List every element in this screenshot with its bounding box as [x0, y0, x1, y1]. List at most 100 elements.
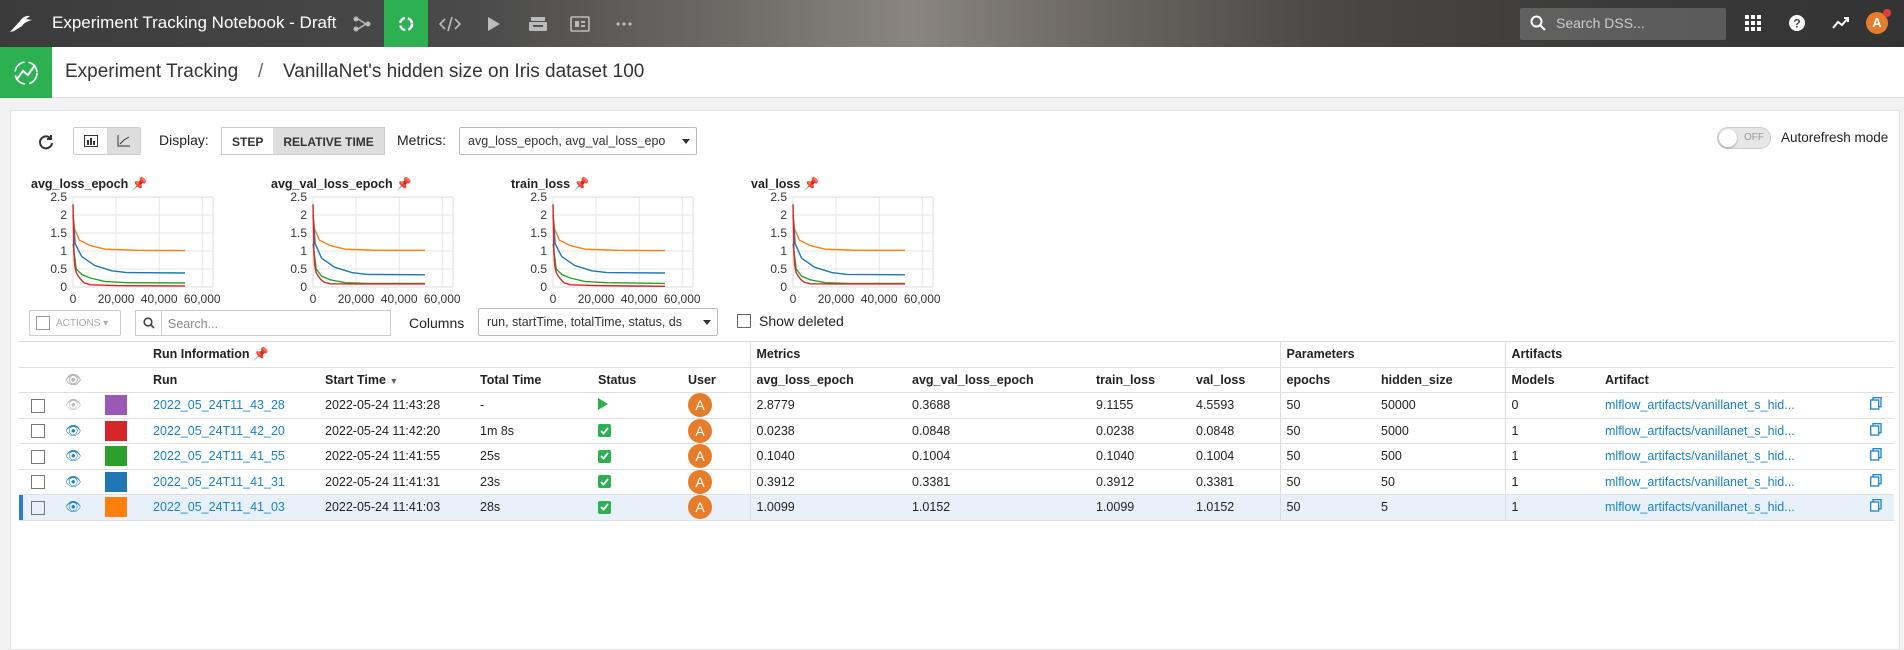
visibility-eye-icon[interactable]: 👁 [65, 422, 82, 438]
copy-icon[interactable] [1870, 422, 1882, 439]
artifact-link[interactable]: mlflow_artifacts/vanillanet_s_hid... [1605, 449, 1795, 464]
table-row[interactable]: 👁 2022_05_24T11_41_03 2022-05-24 11:41:03 2… [19, 494, 1894, 521]
user-avatar[interactable]: A [688, 495, 712, 520]
chart-view-button[interactable] [107, 128, 140, 154]
artifact-link[interactable]: mlflow_artifacts/vanillanet_s_hid... [1605, 398, 1795, 413]
columns-select[interactable]: run, startTime, totalTime, status, ds [478, 308, 718, 336]
run-color-swatch[interactable] [105, 446, 127, 467]
col-train-loss[interactable]: train_loss [1090, 367, 1190, 393]
show-deleted-checkbox[interactable]: Show deleted [737, 313, 844, 329]
datasets-icon[interactable] [516, 0, 560, 47]
col-total-time[interactable]: Total Time [474, 367, 592, 393]
col-user[interactable]: User [682, 367, 750, 393]
visibility-eye-icon[interactable]: 👁 [65, 473, 82, 489]
pin-icon[interactable]: 📌 [803, 177, 820, 191]
table-row[interactable]: 👁 2022_05_24T11_43_28 2022-05-24 11:43:28-… [19, 392, 1894, 419]
actions-dropdown[interactable]: ACTIONS ▾ [29, 310, 121, 336]
run-link[interactable]: 2022_05_24T11_43_28 [153, 398, 285, 413]
metrics-select[interactable]: avg_loss_epoch, avg_val_loss_epo [459, 127, 697, 155]
copy-icon[interactable] [1870, 473, 1882, 490]
col-hidden-size[interactable]: hidden_size [1375, 367, 1505, 393]
col-avg-loss-epoch[interactable]: avg_loss_epoch [749, 367, 906, 393]
dashboard-icon[interactable] [558, 0, 602, 47]
group-run-information: Run Information 📌 [147, 341, 750, 368]
run-link[interactable]: 2022_05_24T11_41_03 [153, 500, 285, 515]
visibility-eye-icon[interactable]: 👁 [65, 448, 82, 464]
row-checkbox[interactable] [31, 398, 45, 413]
table-row[interactable]: 👁 2022_05_24T11_41_31 2022-05-24 11:41:31 2… [19, 469, 1894, 495]
display-step-button[interactable]: STEP [232, 135, 264, 149]
row-checkbox[interactable] [31, 449, 45, 464]
metric-cell: 0.1004 [906, 443, 1090, 470]
run-link[interactable]: 2022_05_24T11_42_20 [153, 423, 285, 438]
copy-icon[interactable] [1870, 448, 1882, 464]
y-tick-label: 2 [780, 208, 787, 222]
col-epochs[interactable]: epochs [1279, 367, 1375, 393]
run-link[interactable]: 2022_05_24T11_41_31 [153, 474, 285, 489]
table-row[interactable]: 👁 2022_05_24T11_42_20 2022-05-24 11:42:20 1… [19, 418, 1894, 444]
activity-trend-icon[interactable] [1830, 12, 1852, 34]
pin-icon[interactable]: 📌 [131, 177, 148, 191]
plot-frame [792, 196, 934, 288]
run-icon[interactable] [472, 0, 516, 47]
more-icon[interactable] [602, 0, 646, 47]
breadcrumb-section[interactable]: Experiment Tracking [65, 61, 239, 82]
copy-icon[interactable] [1870, 499, 1882, 515]
lab-cycle-icon[interactable] [384, 0, 428, 47]
pin-icon[interactable]: 📌 [253, 346, 269, 361]
col-models[interactable]: Models [1504, 367, 1599, 393]
help-icon[interactable]: ? [1786, 12, 1808, 34]
col-status[interactable]: Status [592, 367, 682, 393]
run-color-swatch[interactable] [105, 497, 127, 518]
x-tick-label: 0 [790, 292, 797, 306]
experiment-tracking-icon[interactable] [0, 47, 52, 98]
visibility-eye-icon[interactable]: 👁 [65, 499, 82, 515]
user-avatar[interactable]: A [688, 393, 712, 418]
flow-icon[interactable] [340, 0, 384, 47]
artifact-link[interactable]: mlflow_artifacts/vanillanet_s_hid... [1605, 423, 1795, 438]
user-avatar[interactable]: A [688, 418, 712, 443]
autorefresh-toggle[interactable]: OFF [1717, 127, 1771, 149]
eye-icon[interactable]: 👁 [65, 371, 82, 387]
select-all-checkbox[interactable] [36, 316, 50, 330]
checkbox-box[interactable] [737, 314, 751, 328]
col-avg-val-loss-epoch[interactable]: avg_val_loss_epoch [906, 367, 1090, 393]
run-color-swatch[interactable] [105, 471, 127, 492]
chart-svg: 0 0.5 1 1.5 2 2.5 0 20,000 40,000 60,000 [530, 190, 701, 306]
global-search-input[interactable]: Search DSS... [1520, 8, 1726, 40]
user-avatar[interactable]: A [1866, 9, 1891, 34]
artifact-link[interactable]: mlflow_artifacts/vanillanet_s_hid... [1605, 500, 1795, 515]
chart-svg: 0 0.5 1 1.5 2 2.5 0 20,000 40,000 60,000 [290, 190, 461, 306]
col-artifact[interactable]: Artifact [1599, 367, 1864, 393]
x-tick-label: 60,000 [664, 292, 701, 306]
metric-cell: 0.3688 [906, 392, 1090, 419]
status-cell [592, 469, 682, 495]
row-checkbox[interactable] [31, 475, 45, 490]
visibility-eye-icon[interactable]: 👁 [65, 397, 82, 413]
run-color-swatch[interactable] [105, 395, 127, 416]
main-panel: Display: STEP RELATIVE TIME Metrics: avg… [10, 110, 1900, 650]
col-val-loss[interactable]: val_loss [1190, 367, 1280, 393]
run-color-swatch[interactable] [105, 420, 127, 441]
display-relative-time-button[interactable]: RELATIVE TIME [273, 128, 384, 154]
copy-icon[interactable] [1870, 397, 1882, 413]
artifact-link[interactable]: mlflow_artifacts/vanillanet_s_hid... [1605, 474, 1795, 489]
apps-grid-icon[interactable] [1742, 12, 1764, 34]
run-link[interactable]: 2022_05_24T11_41_55 [153, 449, 285, 464]
table-search-input[interactable]: Search... [135, 310, 391, 336]
pin-icon[interactable]: 📌 [396, 177, 412, 191]
user-avatar[interactable]: A [688, 444, 712, 469]
table-row[interactable]: 👁 2022_05_24T11_41_55 2022-05-24 11:41:55 2… [19, 443, 1894, 470]
user-avatar[interactable]: A [688, 469, 712, 494]
table-view-button[interactable] [74, 128, 107, 154]
refresh-icon[interactable] [37, 133, 55, 151]
code-icon[interactable] [428, 0, 472, 47]
metric-cell: 0.0848 [1190, 418, 1280, 444]
pin-icon[interactable]: 📌 [573, 177, 590, 191]
row-checkbox[interactable] [31, 500, 45, 515]
x-tick-label: 0 [310, 292, 317, 306]
col-start-time[interactable]: Start Time ▼ [319, 367, 474, 393]
dataiku-bird-logo[interactable] [8, 12, 34, 34]
row-checkbox[interactable] [31, 424, 45, 439]
col-run[interactable]: Run [147, 367, 319, 393]
